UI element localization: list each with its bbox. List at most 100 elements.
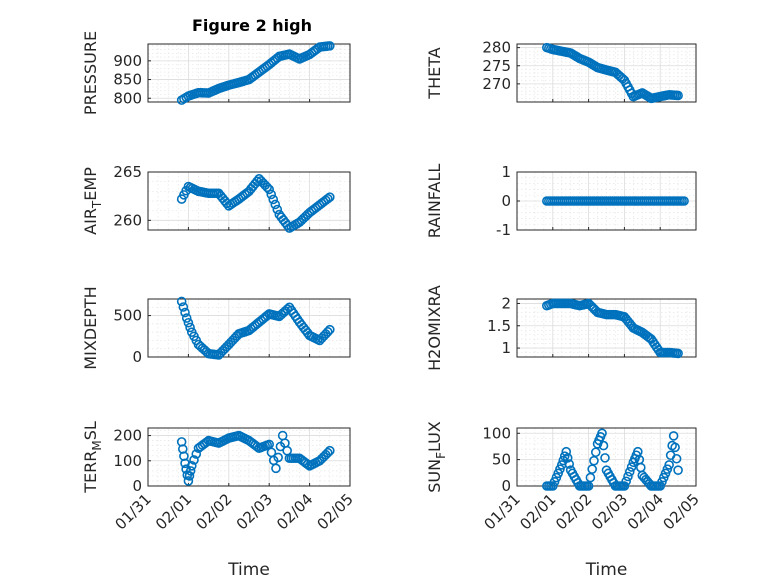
terr-msl-xtick-label: 01/31 [112, 490, 155, 533]
sun-flux-point [623, 471, 633, 482]
terr-msl-xlabel: Time [227, 560, 270, 580]
sun-flux-ytick-label: 50 [492, 451, 511, 469]
sun-flux-point [668, 431, 679, 441]
rainfall-ylabel: RAINFALL [425, 164, 444, 239]
terr-msl-point [185, 466, 196, 476]
air-temp-point [272, 204, 283, 215]
h2omixra-axes-box [516, 298, 697, 358]
air-temp-ytick-label: 265 [113, 163, 142, 181]
air-temp-axes-box [147, 171, 351, 231]
theta-ytick-label: 280 [482, 39, 511, 57]
sun-flux-point [600, 453, 610, 463]
rainfall-ytick-label: 1 [501, 163, 511, 181]
terr-msl-point [324, 445, 335, 456]
sun-flux-axes-box [516, 427, 697, 487]
sun-flux-xtick-label: 02/03 [588, 490, 631, 533]
sun-flux-point [598, 440, 609, 451]
pressure-ytick-label: 800 [113, 89, 142, 107]
sun-flux-point [673, 465, 683, 475]
terr-msl-xtick-label: 02/02 [192, 490, 235, 533]
air-temp-panel: 260 265 AIRTEMP [81, 163, 351, 235]
sun-flux-point [561, 446, 572, 457]
air-temp-ylabel: AIRTEMP [81, 167, 104, 235]
sun-flux-point [626, 462, 637, 472]
theta-axes-box [516, 43, 697, 103]
sun-flux-point [624, 466, 635, 477]
pressure-ylabel: PRESSURE [81, 31, 100, 115]
sun-flux-xtick-label: 02/02 [552, 490, 595, 533]
sun-flux-point [564, 459, 575, 469]
sun-flux-ytick-label: 100 [482, 424, 511, 442]
mixdepth-point [178, 302, 189, 312]
sun-flux-point [671, 453, 682, 464]
air-temp-point [268, 194, 279, 205]
pressure-point [324, 41, 335, 51]
mixdepth-ytick-label: 0 [132, 348, 142, 366]
h2omixra-ytick-label: 1.5 [487, 317, 511, 335]
rainfall-panel: -1 0 1 RAINFALL [425, 163, 697, 239]
sun-flux-xtick-label: 02/05 [660, 490, 703, 533]
h2omixra-ytick-label: 1 [501, 339, 511, 357]
terr-msl-xtick-label: 02/01 [152, 490, 195, 533]
terr-msl-point [273, 452, 283, 463]
pressure-ytick-label: 850 [113, 71, 142, 89]
terr-msl-ylabel: TERRMSL [81, 421, 104, 494]
sun-flux-point [664, 460, 674, 470]
theta-ytick-label: 275 [482, 57, 511, 75]
terr-msl-point [271, 463, 281, 474]
air-temp-point [324, 192, 335, 202]
sun-flux-point [621, 476, 631, 487]
sun-flux-ylabel: SUNFLUX [425, 421, 448, 493]
sun-flux-point [597, 428, 607, 439]
mixdepth-ytick-label: 500 [113, 307, 142, 325]
sun-flux-xtick-label: 02/04 [624, 490, 667, 533]
h2omixra-ytick-label: 2 [501, 294, 511, 312]
mixdepth-point [181, 313, 192, 323]
h2omixra-point [673, 348, 683, 359]
terr-msl-point [189, 455, 199, 465]
sun-flux-xtick-label: 02/01 [516, 490, 559, 533]
mixdepth-point [183, 317, 194, 328]
pressure-axes-box [147, 43, 351, 103]
air-temp-ytick-label: 260 [113, 211, 142, 229]
terr-msl-axes-box [147, 427, 351, 487]
mixdepth-point [185, 322, 195, 333]
terr-msl-xtick-label: 02/04 [273, 490, 316, 533]
rainfall-ytick-label: -1 [496, 221, 511, 239]
sun-flux-xtick-label: 01/31 [481, 490, 524, 533]
theta-ytick-label: 270 [482, 75, 511, 93]
theta-ylabel: THETA [425, 47, 444, 99]
sun-flux-point [670, 442, 680, 453]
air-temp-point [322, 193, 333, 204]
theta-point [673, 90, 683, 101]
mixdepth-ylabel: MIXDEPTH [81, 286, 100, 369]
h2omixra-ylabel: H2OMIXRA [425, 285, 444, 371]
terr-msl-ytick-label: 0 [132, 477, 142, 495]
air-temp-point [270, 199, 281, 210]
terr-msl-xtick-label: 02/03 [233, 490, 276, 533]
rainfall-ytick-label: 0 [501, 192, 511, 210]
sun-flux-point [619, 481, 630, 491]
air-temp-point [252, 176, 262, 187]
air-temp-point [262, 182, 272, 193]
mixdepth-panel: 0 500 MIXDEPTH [81, 286, 351, 370]
figure-title: Figure 2 high [192, 16, 312, 35]
mixdepth-point [180, 307, 190, 318]
mixdepth-point [176, 296, 187, 307]
mixdepth-point [322, 327, 333, 337]
terr-msl-point [186, 461, 197, 471]
air-temp-point [266, 189, 277, 200]
sun-flux-ytick-label: 0 [501, 477, 511, 495]
mixdepth-axes-box [147, 298, 351, 358]
rainfall-point [679, 196, 689, 206]
terr-msl-point [191, 449, 202, 459]
terr-msl-point [183, 476, 194, 486]
h2omixra-panel: 1 1.5 2 H2OMIXRA [425, 285, 697, 371]
terr-msl-point [184, 471, 195, 481]
sun-flux-point [562, 453, 573, 463]
